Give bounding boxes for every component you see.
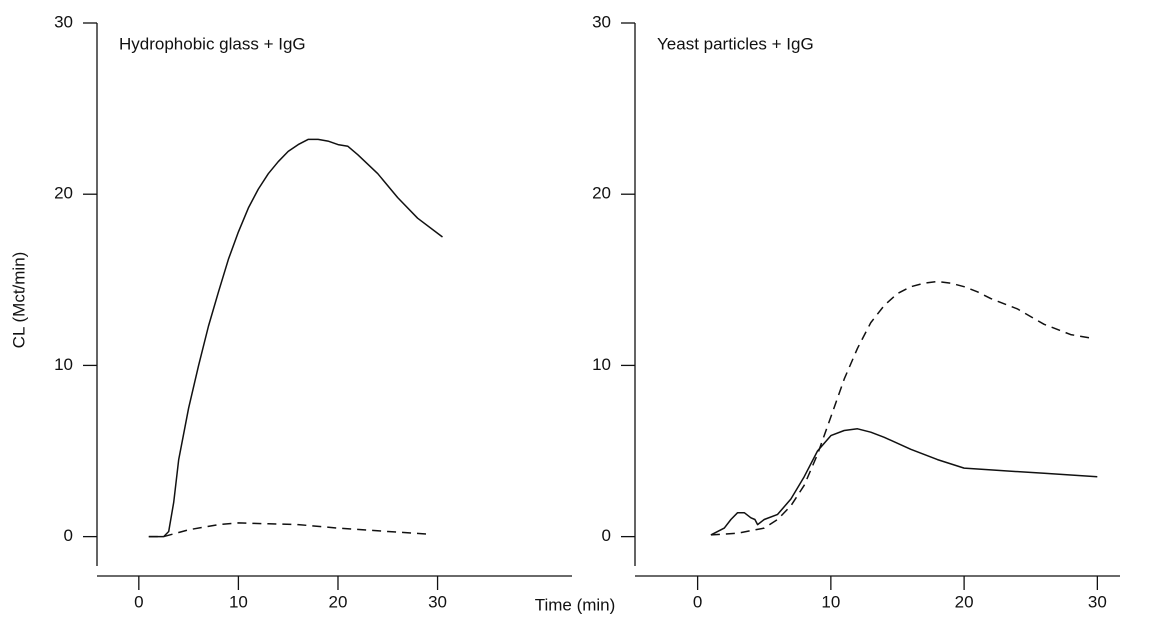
x-tick-label: 30 <box>428 592 447 611</box>
y-tick-label: 10 <box>592 355 611 374</box>
x-tick-label: 10 <box>821 592 840 611</box>
y-tick-label: 20 <box>592 184 611 203</box>
x-tick-label: 20 <box>955 592 974 611</box>
x-tick-label: 10 <box>229 592 248 611</box>
x-tick-label: 0 <box>134 592 143 611</box>
y-tick-label: 0 <box>64 526 73 545</box>
y-tick-label: 30 <box>592 12 611 31</box>
y-tick-label: 10 <box>54 355 73 374</box>
data-line <box>710 428 1098 536</box>
x-tick-label: 30 <box>1088 592 1107 611</box>
x-axis-label: Time (min) <box>535 595 616 614</box>
y-axis-label: CL (Mct/min) <box>9 252 28 349</box>
data-line <box>710 280 1091 536</box>
panel-title: Hydrophobic glass + IgG <box>119 34 306 53</box>
y-tick-label: 0 <box>602 526 611 545</box>
data-line <box>148 138 443 538</box>
y-tick-label: 20 <box>54 184 73 203</box>
y-tick-label: 30 <box>54 12 73 31</box>
x-tick-label: 20 <box>329 592 348 611</box>
x-tick-label: 0 <box>693 592 702 611</box>
panel-title: Yeast particles + IgG <box>657 34 814 53</box>
data-line <box>148 522 428 538</box>
